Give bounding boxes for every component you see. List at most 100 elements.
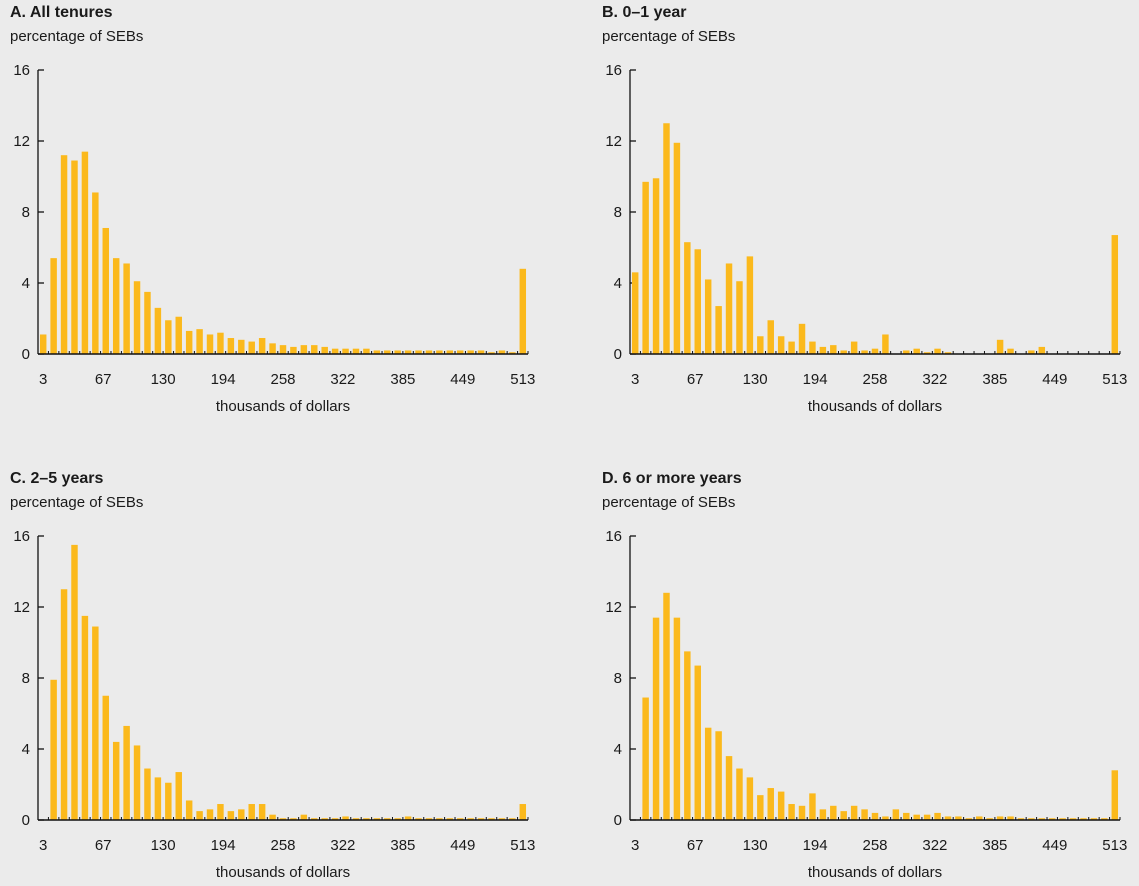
bar [913, 348, 920, 354]
bar [965, 818, 973, 820]
bar [652, 178, 660, 354]
x-tick-label: 513 [510, 837, 535, 854]
x-tick-label: 513 [510, 371, 535, 388]
bar [830, 345, 837, 355]
bar [71, 544, 78, 821]
bar [227, 811, 235, 821]
bar [321, 346, 328, 354]
x-tick-label: 322 [330, 371, 355, 388]
bar [488, 352, 495, 354]
x-tick-label: 513 [1102, 371, 1127, 388]
bar [903, 812, 910, 820]
bar [112, 258, 120, 354]
x-tick-label: 67 [95, 371, 112, 388]
bar [133, 281, 141, 354]
bar [642, 697, 649, 820]
x-tick-label: 258 [862, 837, 887, 854]
bar [944, 816, 952, 820]
bar [477, 818, 485, 820]
bar [1038, 346, 1046, 354]
bar [60, 155, 68, 354]
bar [934, 348, 941, 354]
x-tick-label: 67 [687, 837, 704, 854]
x-tick-label: 322 [922, 837, 947, 854]
bar [715, 731, 722, 820]
y-axis-label: percentage of SEBs [602, 28, 736, 45]
y-tick-label: 0 [22, 812, 30, 829]
y-tick-label: 0 [614, 346, 622, 363]
bar [154, 307, 162, 354]
bar [279, 345, 287, 355]
bar [71, 160, 78, 354]
bar [777, 336, 785, 354]
bar [363, 818, 370, 820]
bar [425, 350, 433, 354]
panel-title: B. 0–1 year [602, 4, 687, 21]
bar [331, 818, 339, 820]
bar [1049, 818, 1056, 820]
panel-b: B. 0–1 year percentage of SEBs 0 4 8 12 16 3 6… [592, 0, 1139, 420]
x-tick-label: 130 [151, 371, 176, 388]
bar [373, 818, 381, 820]
bar [1069, 818, 1077, 820]
panel-title: C. 2–5 years [10, 470, 104, 487]
bar [311, 818, 318, 820]
x-tick-label: 3 [39, 837, 47, 854]
bar [290, 346, 297, 354]
y-tick-label: 16 [13, 528, 30, 545]
y-tick-label: 8 [22, 670, 30, 687]
bar [1111, 770, 1119, 820]
bar [331, 348, 339, 354]
bar [767, 788, 774, 820]
bar [767, 320, 774, 354]
x-tick-label: 322 [330, 837, 355, 854]
x-tick-label: 449 [1042, 371, 1067, 388]
bar [798, 805, 806, 820]
x-axis-label: thousands of dollars [216, 398, 350, 415]
bar [757, 336, 764, 354]
x-tick-label: 67 [687, 371, 704, 388]
bar [788, 804, 795, 820]
x-axis-label: thousands of dollars [216, 864, 350, 881]
bar [394, 350, 401, 354]
y-tick-label: 4 [22, 275, 30, 292]
bar [467, 350, 474, 354]
bar [457, 350, 464, 354]
bar [704, 279, 712, 354]
bar [384, 818, 391, 820]
bar [50, 258, 57, 354]
bar [206, 334, 214, 354]
bar [955, 816, 962, 820]
y-tick-label: 16 [605, 62, 622, 79]
x-tick-label: 385 [982, 837, 1007, 854]
bar [892, 809, 900, 820]
y-tick-label: 12 [13, 133, 30, 150]
bar [123, 263, 130, 354]
bar [1028, 350, 1035, 354]
x-tick-label: 385 [390, 371, 415, 388]
bar [415, 350, 422, 354]
bar [384, 350, 391, 354]
bar-chart-c: 0 4 8 12 16 3 67 130 194 258 322 385 449 513 thousands… [13, 528, 535, 881]
bar [913, 814, 920, 820]
x-tick-label: 385 [982, 371, 1007, 388]
bar [404, 350, 412, 354]
bar [144, 768, 151, 820]
bar [736, 768, 743, 820]
x-tick-label: 449 [1042, 837, 1067, 854]
bar [477, 350, 485, 354]
bar [446, 818, 454, 820]
x-tick-label: 194 [211, 371, 236, 388]
bar [165, 782, 172, 820]
bar [238, 809, 245, 820]
bar [986, 818, 993, 820]
bar [777, 791, 785, 820]
x-tick-label: 449 [450, 837, 475, 854]
bar [519, 268, 527, 354]
bar [923, 352, 931, 354]
bar [373, 350, 381, 354]
bar [861, 350, 868, 354]
bar [673, 617, 681, 820]
bar [311, 345, 318, 355]
bar-chart-b: 0 4 8 12 16 3 67 130 194 258 322 385 449 513 thousands… [605, 62, 1127, 415]
